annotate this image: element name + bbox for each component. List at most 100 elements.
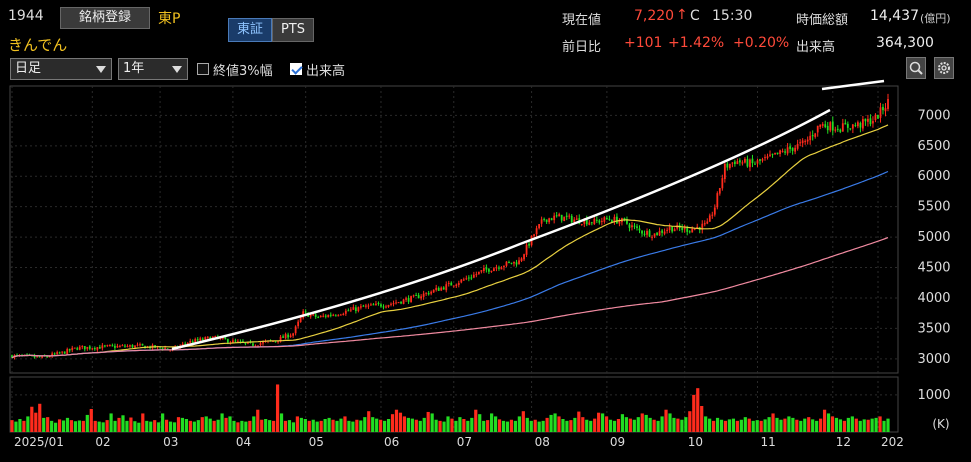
volume-bar bbox=[811, 419, 815, 432]
volume-bar bbox=[224, 417, 228, 432]
candle-body bbox=[754, 163, 756, 165]
volume-bar bbox=[652, 419, 656, 432]
volume-bar bbox=[767, 417, 771, 432]
candle-body bbox=[646, 230, 648, 235]
candle-body bbox=[545, 219, 548, 222]
candle-body bbox=[688, 231, 691, 233]
candle-body bbox=[284, 334, 287, 339]
candle-body bbox=[407, 297, 410, 302]
candle-body bbox=[681, 227, 684, 230]
candle-body bbox=[48, 356, 51, 358]
candle-body bbox=[312, 314, 315, 316]
volume-bar bbox=[216, 419, 220, 432]
candle-body bbox=[221, 337, 224, 339]
volume-bar bbox=[46, 417, 50, 432]
trendline-segment bbox=[821, 79, 885, 91]
register-button[interactable]: 銘柄登録 bbox=[60, 7, 150, 29]
zoom-button[interactable] bbox=[906, 57, 926, 79]
candle-body bbox=[488, 269, 490, 272]
volume-tick-label: 1000 bbox=[917, 388, 950, 403]
candle-body bbox=[513, 261, 515, 264]
tab-pts[interactable]: PTS bbox=[272, 18, 314, 42]
candle-body bbox=[580, 224, 583, 226]
volume-bar bbox=[537, 421, 541, 432]
volume-bar bbox=[236, 422, 240, 432]
volume-bar bbox=[208, 418, 212, 432]
candle-body bbox=[716, 193, 719, 208]
candle-body bbox=[884, 108, 887, 112]
volume-bar bbox=[442, 421, 446, 432]
tab-tse[interactable]: 東証 bbox=[228, 18, 272, 42]
candle-body bbox=[628, 224, 631, 228]
candle-body bbox=[887, 98, 889, 109]
candle-body bbox=[520, 258, 523, 261]
candle-body bbox=[164, 348, 167, 350]
volume-bar bbox=[34, 412, 38, 432]
volume-bar bbox=[260, 419, 264, 432]
volume-bar bbox=[129, 417, 133, 432]
market-cap-label: 時価総額 bbox=[796, 13, 849, 28]
volume-bar bbox=[874, 417, 878, 432]
candle-body bbox=[696, 226, 699, 228]
candle-body bbox=[231, 340, 234, 343]
volume-bar bbox=[390, 414, 395, 432]
volume-bar bbox=[93, 420, 97, 432]
candle-body bbox=[136, 344, 139, 346]
interval-select[interactable]: 日足 bbox=[10, 58, 112, 80]
volume-bar bbox=[858, 420, 862, 432]
candle-body bbox=[510, 262, 513, 264]
volume-bar bbox=[212, 420, 216, 432]
volume-bar bbox=[628, 418, 632, 432]
volume-bar bbox=[493, 416, 498, 432]
y-tick-label: 3500 bbox=[917, 321, 950, 336]
close3-checkbox[interactable] bbox=[197, 63, 209, 75]
volume-bar bbox=[826, 413, 831, 432]
settings-button[interactable] bbox=[934, 57, 954, 79]
volume-bar bbox=[886, 418, 890, 432]
volume-bar bbox=[204, 416, 208, 432]
candle-body bbox=[259, 343, 262, 346]
volume-bar bbox=[624, 417, 628, 432]
volume-bar bbox=[351, 421, 355, 432]
period-select[interactable]: 1年 bbox=[118, 58, 188, 80]
volume-bar bbox=[783, 418, 787, 432]
candle-body bbox=[392, 303, 395, 305]
volume-bar bbox=[604, 416, 609, 432]
price-value: 7,220 bbox=[634, 8, 675, 24]
volume-bar bbox=[822, 409, 827, 432]
volume-bar bbox=[474, 409, 478, 432]
candle-body bbox=[786, 147, 789, 154]
change-extra: +0.20% bbox=[733, 35, 790, 51]
volume-bar bbox=[379, 419, 383, 432]
volume-bar bbox=[668, 413, 672, 432]
candle-body bbox=[33, 355, 36, 358]
candle-body bbox=[329, 314, 332, 316]
candle-body bbox=[457, 282, 460, 286]
candle-body bbox=[332, 314, 335, 316]
volume-bar bbox=[228, 416, 232, 432]
candle-body bbox=[761, 159, 764, 161]
candle-body bbox=[851, 124, 854, 129]
candle-body bbox=[322, 315, 325, 317]
volume-toggle-checkbox[interactable] bbox=[290, 63, 302, 75]
volume-bar bbox=[743, 417, 747, 432]
candle-body bbox=[86, 346, 89, 349]
candle-body bbox=[106, 345, 109, 347]
volume-bar bbox=[145, 420, 149, 432]
candle-body bbox=[380, 304, 382, 307]
volume-label: 出来高 bbox=[796, 40, 836, 55]
x-tick-label: 03 bbox=[163, 435, 178, 449]
candle-body bbox=[811, 135, 814, 137]
x-tick-label: 02 bbox=[95, 435, 110, 449]
volume-bar bbox=[577, 411, 581, 432]
candle-body bbox=[472, 274, 475, 278]
candle-body bbox=[595, 219, 598, 221]
candle-body bbox=[769, 154, 771, 156]
volume-toggle-label: 出来高 bbox=[306, 64, 346, 79]
candle-body bbox=[779, 150, 781, 155]
candle-body bbox=[186, 343, 189, 345]
candle-body bbox=[550, 218, 553, 221]
candle-body bbox=[831, 121, 834, 131]
y-tick-label: 7000 bbox=[917, 108, 950, 123]
